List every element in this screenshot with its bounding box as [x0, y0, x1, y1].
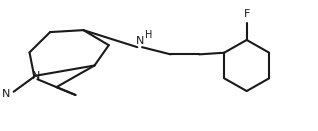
Text: F: F — [244, 9, 250, 19]
Text: H: H — [145, 30, 152, 40]
Text: N: N — [136, 36, 145, 46]
Text: N: N — [2, 89, 10, 99]
Text: N: N — [32, 71, 40, 81]
